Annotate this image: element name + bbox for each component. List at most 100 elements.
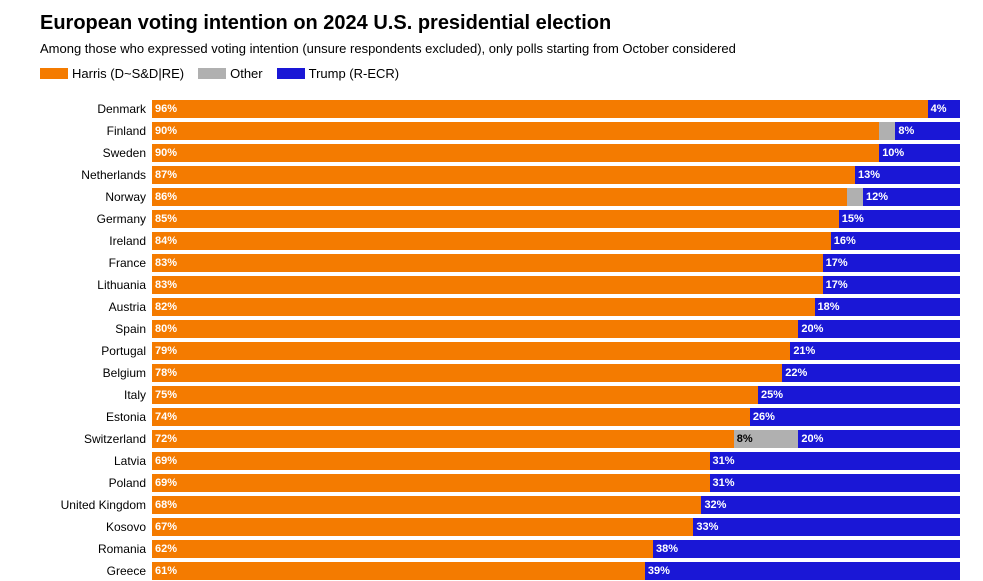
bar-segment-other: 8%: [734, 430, 799, 448]
row-label: Norway: [40, 190, 152, 204]
legend-label-trump: Trump (R-ECR): [309, 66, 400, 81]
bar-segment-harris: 79%: [152, 342, 790, 360]
bar-segment-trump: 26%: [750, 408, 960, 426]
bar-track: 61%39%: [152, 562, 960, 580]
chart-row: Poland69%31%: [40, 473, 960, 493]
bar-track: 78%22%: [152, 364, 960, 382]
bar-segment-harris: 86%: [152, 188, 847, 206]
bar-track: 62%38%: [152, 540, 960, 558]
bar-segment-harris: 90%: [152, 122, 879, 140]
bar-track: 96%4%: [152, 100, 960, 118]
bar-segment-harris: 85%: [152, 210, 839, 228]
legend: Harris (D~S&D|RE) Other Trump (R-ECR): [40, 66, 983, 81]
chart-row: Romania62%38%: [40, 539, 960, 559]
bar-track: 67%33%: [152, 518, 960, 536]
bar-segment-harris: 78%: [152, 364, 782, 382]
row-label: Denmark: [40, 102, 152, 116]
bar-segment-harris: 72%: [152, 430, 734, 448]
row-label: Romania: [40, 542, 152, 556]
bar-segment-harris: 75%: [152, 386, 758, 404]
bar-track: 72%8%20%: [152, 430, 960, 448]
chart-subtitle: Among those who expressed voting intenti…: [40, 41, 983, 56]
row-label: Finland: [40, 124, 152, 138]
bar-track: 69%31%: [152, 474, 960, 492]
chart-row: Lithuania83%17%: [40, 275, 960, 295]
bar-segment-harris: 83%: [152, 254, 823, 272]
bar-segment-harris: 74%: [152, 408, 750, 426]
row-label: Greece: [40, 564, 152, 578]
row-label: Italy: [40, 388, 152, 402]
bar-segment-trump: 16%: [831, 232, 960, 250]
bar-segment-trump: 17%: [823, 254, 960, 272]
bar-segment-trump: 39%: [645, 562, 960, 580]
bar-segment-harris: 83%: [152, 276, 823, 294]
row-label: Sweden: [40, 146, 152, 160]
row-label: Lithuania: [40, 278, 152, 292]
chart-row: Greece61%39%: [40, 561, 960, 581]
chart-row: France83%17%: [40, 253, 960, 273]
chart-row: Norway86%12%: [40, 187, 960, 207]
bar-segment-harris: 84%: [152, 232, 831, 250]
bar-segment-trump: 38%: [653, 540, 960, 558]
legend-swatch-harris: [40, 68, 68, 79]
bar-segment-trump: 33%: [693, 518, 960, 536]
bar-segment-trump: 22%: [782, 364, 960, 382]
bar-segment-harris: 62%: [152, 540, 653, 558]
bar-segment-harris: 96%: [152, 100, 928, 118]
chart-row: Denmark96%4%: [40, 99, 960, 119]
bar-track: 79%21%: [152, 342, 960, 360]
bar-chart: Denmark96%4%Finland90%8%Sweden90%10%Neth…: [40, 99, 960, 581]
bar-track: 85%15%: [152, 210, 960, 228]
chart-row: Estonia74%26%: [40, 407, 960, 427]
legend-label-other: Other: [230, 66, 263, 81]
bar-segment-trump: 20%: [798, 430, 960, 448]
row-label: Austria: [40, 300, 152, 314]
bar-track: 75%25%: [152, 386, 960, 404]
chart-row: Kosovo67%33%: [40, 517, 960, 537]
row-label: Latvia: [40, 454, 152, 468]
bar-segment-trump: 20%: [798, 320, 960, 338]
row-label: Estonia: [40, 410, 152, 424]
bar-segment-trump: 4%: [928, 100, 960, 118]
bar-segment-harris: 69%: [152, 452, 710, 470]
chart-row: Portugal79%21%: [40, 341, 960, 361]
chart-row: Italy75%25%: [40, 385, 960, 405]
bar-segment-harris: 67%: [152, 518, 693, 536]
bar-track: 84%16%: [152, 232, 960, 250]
bar-track: 82%18%: [152, 298, 960, 316]
bar-segment-harris: 87%: [152, 166, 855, 184]
bar-track: 83%17%: [152, 254, 960, 272]
legend-label-harris: Harris (D~S&D|RE): [72, 66, 184, 81]
row-label: Netherlands: [40, 168, 152, 182]
chart-row: Austria82%18%: [40, 297, 960, 317]
bar-segment-other: [847, 188, 863, 206]
row-label: Ireland: [40, 234, 152, 248]
bar-track: 80%20%: [152, 320, 960, 338]
bar-track: 74%26%: [152, 408, 960, 426]
row-label: Spain: [40, 322, 152, 336]
bar-track: 86%12%: [152, 188, 960, 206]
legend-item-other: Other: [198, 66, 263, 81]
bar-segment-other: [879, 122, 895, 140]
bar-segment-harris: 82%: [152, 298, 815, 316]
bar-segment-trump: 31%: [710, 474, 960, 492]
bar-segment-trump: 13%: [855, 166, 960, 184]
row-label: Portugal: [40, 344, 152, 358]
bar-segment-trump: 8%: [895, 122, 960, 140]
chart-row: Finland90% 8%: [40, 121, 960, 141]
bar-track: 87%13%: [152, 166, 960, 184]
row-label: Switzerland: [40, 432, 152, 446]
row-label: Belgium: [40, 366, 152, 380]
bar-segment-trump: 31%: [710, 452, 960, 470]
chart-row: Netherlands87%13%: [40, 165, 960, 185]
bar-track: 69%31%: [152, 452, 960, 470]
legend-item-trump: Trump (R-ECR): [277, 66, 400, 81]
bar-segment-harris: 69%: [152, 474, 710, 492]
legend-swatch-trump: [277, 68, 305, 79]
row-label: Poland: [40, 476, 152, 490]
bar-segment-trump: 18%: [815, 298, 960, 316]
legend-swatch-other: [198, 68, 226, 79]
bar-segment-trump: 10%: [879, 144, 960, 162]
row-label: United Kingdom: [40, 498, 152, 512]
chart-row: Germany85%15%: [40, 209, 960, 229]
